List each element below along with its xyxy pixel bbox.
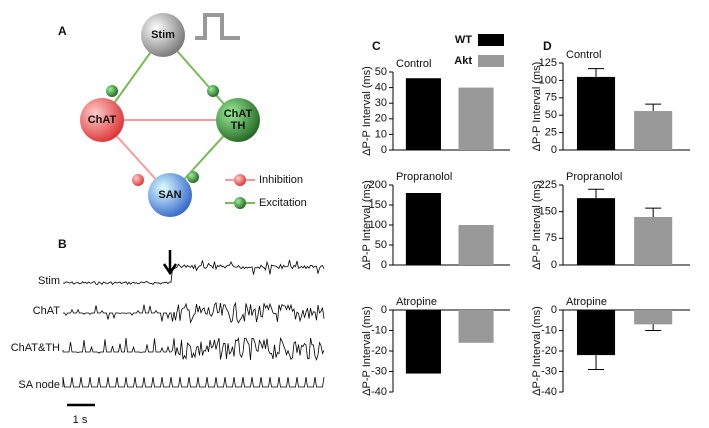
y-tick-label: 0 xyxy=(551,304,557,316)
legend-label: Excitation xyxy=(259,197,307,209)
error-bar xyxy=(645,324,662,331)
legend-swatch xyxy=(478,34,504,46)
trace-label: SA node xyxy=(18,379,60,391)
y-tick-label: 200 xyxy=(369,179,387,191)
y-tick-label: -30 xyxy=(371,365,387,377)
legend-label: Akt xyxy=(454,55,472,67)
chart-title: Propranolol xyxy=(396,171,452,183)
y-tick-label: 50 xyxy=(375,239,387,251)
error-bar xyxy=(645,207,662,217)
y-tick-label: 20 xyxy=(375,113,387,125)
node-label: ChAT xyxy=(224,108,253,120)
y-axis-label: ΔP-P Interval (ms) xyxy=(361,66,373,156)
bar xyxy=(576,76,616,150)
node-label: ChAT xyxy=(88,114,117,126)
bar xyxy=(405,78,441,150)
y-tick-label: 0 xyxy=(381,144,387,156)
chart-title: Atropine xyxy=(566,296,607,308)
y-tick-label: 50 xyxy=(545,109,557,121)
y-tick-label: 0 xyxy=(381,304,387,316)
traces xyxy=(62,259,325,388)
y-axis-label: ΔP-P Interval (ms) xyxy=(361,306,373,396)
trace-label: Stim xyxy=(38,275,60,287)
y-tick-label: 125 xyxy=(539,57,557,69)
node-label: Stim xyxy=(151,29,175,41)
error-bar xyxy=(588,188,605,199)
y-tick-label: -40 xyxy=(371,386,387,398)
bar xyxy=(576,198,616,265)
trace xyxy=(62,259,325,286)
y-tick-label: -30 xyxy=(541,365,557,377)
y-tick-label: 50 xyxy=(375,66,387,78)
panel-label: B xyxy=(58,237,67,251)
bar xyxy=(458,225,494,265)
chart-title: Control xyxy=(566,49,601,61)
panel-label: D xyxy=(543,39,552,53)
y-tick-label: 0 xyxy=(551,259,557,271)
y-tick-label: -20 xyxy=(371,345,387,357)
trace xyxy=(63,301,325,324)
scale-bar-label: 1 s xyxy=(73,414,88,426)
panel-label: C xyxy=(372,39,381,53)
y-tick-label: 150 xyxy=(539,206,557,218)
y-axis-label: ΔP-P Interval (ms) xyxy=(531,306,543,396)
y-tick-label: 25 xyxy=(545,127,557,139)
y-tick-label: -20 xyxy=(541,345,557,357)
chart-title: Control xyxy=(396,58,431,70)
error-bar xyxy=(588,68,605,77)
y-axis-label: ΔP-P Interval (ms) xyxy=(361,180,373,270)
y-tick-label: 100 xyxy=(539,74,557,86)
chart-title: Propranolol xyxy=(566,171,622,183)
legend-swatch xyxy=(478,55,504,67)
legend-label: WT xyxy=(455,34,472,46)
y-tick-label: -10 xyxy=(541,324,557,336)
bar xyxy=(405,193,441,265)
y-tick-label: 0 xyxy=(551,144,557,156)
y-tick-label: 0 xyxy=(381,259,387,271)
bar xyxy=(576,310,616,356)
y-tick-label: 75 xyxy=(545,232,557,244)
y-tick-label: -10 xyxy=(371,324,387,336)
trace xyxy=(62,337,325,361)
y-axis-label: ΔP-P Interval (ms) xyxy=(531,62,543,152)
error-bar xyxy=(588,355,605,370)
bar xyxy=(458,87,494,150)
node-label: SAN xyxy=(158,189,181,201)
y-tick-label: -40 xyxy=(541,386,557,398)
trace-label: ChAT xyxy=(33,305,61,317)
chart-title: Atropine xyxy=(396,296,437,308)
y-tick-label: 75 xyxy=(545,92,557,104)
bar xyxy=(634,217,673,265)
node-label: TH xyxy=(231,120,246,132)
bar xyxy=(634,310,673,325)
bar xyxy=(405,310,441,374)
trace xyxy=(62,376,325,388)
y-tick-label: 100 xyxy=(369,219,387,231)
error-bar xyxy=(645,103,662,112)
bar xyxy=(634,111,673,150)
y-tick-label: 40 xyxy=(375,82,387,94)
y-tick-label: 225 xyxy=(539,179,557,191)
bar xyxy=(458,310,494,343)
panel-label: A xyxy=(58,24,67,38)
diagram-links xyxy=(67,13,260,407)
y-axis-label: ΔP-P Interval (ms) xyxy=(531,180,543,270)
y-tick-label: 150 xyxy=(369,199,387,211)
y-tick-label: 10 xyxy=(375,128,387,140)
trace-label: ChAT&TH xyxy=(11,342,60,354)
legend-label: Inhibition xyxy=(259,174,303,186)
y-tick-label: 30 xyxy=(375,97,387,109)
